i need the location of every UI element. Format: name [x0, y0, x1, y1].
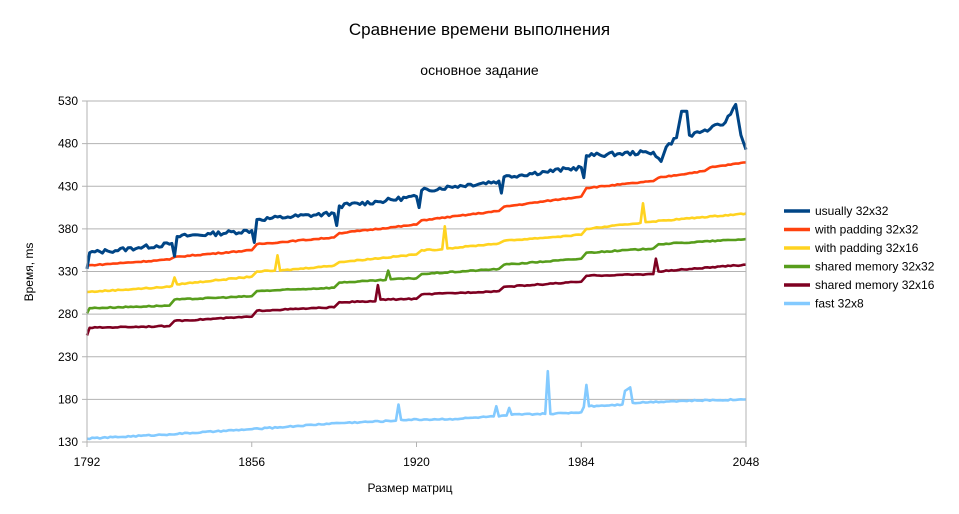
legend-label: shared memory 32x32	[815, 260, 935, 274]
x-axis-label: Размер матриц	[368, 481, 453, 495]
y-tick-label: 180	[58, 392, 78, 406]
y-axis-ticks: 130 180 230 280 330 380 430 480 530	[58, 94, 87, 449]
chart-title: Сравнение времени выполнения	[348, 20, 611, 39]
series-line	[85, 102, 748, 270]
x-tick-label: 1984	[568, 455, 595, 469]
chart-subtitle: основное задание	[420, 62, 539, 78]
y-tick-label: 380	[58, 222, 78, 236]
series-lines	[85, 102, 748, 441]
x-tick-label: 2048	[733, 455, 760, 469]
series-line	[85, 257, 746, 336]
y-tick-label: 530	[58, 94, 78, 108]
x-tick-label: 1856	[238, 455, 265, 469]
series-line	[86, 202, 747, 294]
legend-label: shared memory 32x16	[815, 278, 935, 292]
chart-axes	[86, 101, 747, 443]
y-tick-label: 480	[58, 137, 78, 151]
x-axis-ticks: 1792 1856 1920 1984 2048	[74, 442, 760, 469]
x-tick-label: 1792	[74, 455, 101, 469]
chart-legend: usually 32x32 with padding 32x32 with padd…	[784, 204, 935, 311]
series-line	[86, 369, 747, 441]
legend-label: usually 32x32	[815, 204, 889, 218]
y-tick-label: 280	[58, 307, 78, 321]
y-tick-label: 330	[58, 265, 78, 279]
legend-label: fast 32x8	[815, 297, 864, 311]
legend-label: with padding 32x16	[814, 241, 919, 255]
y-tick-label: 230	[58, 350, 78, 364]
x-tick-label: 1920	[403, 455, 430, 469]
y-tick-label: 430	[58, 179, 78, 193]
y-tick-label: 130	[58, 435, 78, 449]
series-line	[85, 237, 747, 314]
legend-label: with padding 32x32	[814, 223, 919, 237]
y-axis-label: Время, ms	[22, 243, 36, 302]
series-line	[86, 161, 747, 267]
